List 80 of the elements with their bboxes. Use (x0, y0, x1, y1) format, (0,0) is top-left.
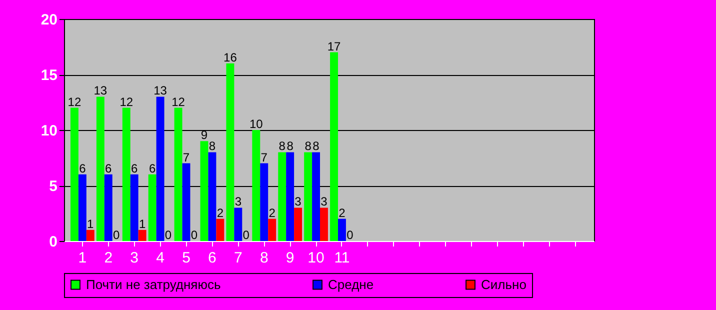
bar (200, 141, 208, 241)
legend-label: Почти не затрудняюсь (86, 276, 221, 292)
data-label: 0 (346, 228, 354, 242)
data-label: 12 (68, 94, 82, 109)
data-label: 12 (120, 94, 134, 109)
data-label: 8 (312, 139, 320, 154)
x-tick-label: 7 (234, 250, 242, 266)
bar (268, 218, 276, 241)
bar (286, 152, 294, 241)
data-label: 6 (79, 161, 86, 176)
bar (86, 230, 94, 241)
y-tick-label: 0 (49, 234, 58, 250)
x-tick-label: 6 (208, 250, 216, 266)
data-label: 12 (172, 94, 186, 109)
data-label: 13 (154, 84, 168, 98)
data-label: 3 (234, 194, 242, 209)
data-label: 8 (208, 139, 216, 154)
bar (320, 208, 328, 241)
y-tick-label: 20 (40, 12, 58, 28)
data-label: 6 (148, 161, 156, 176)
data-label: 8 (286, 139, 294, 154)
data-label: 13 (94, 84, 108, 98)
data-label: 0 (113, 228, 120, 242)
data-label: 6 (105, 161, 112, 176)
bar (78, 174, 86, 241)
data-label: 16 (224, 50, 238, 64)
x-tick-label: 5 (182, 250, 190, 266)
data-label: 1 (138, 216, 146, 231)
x-tick-label: 1 (78, 250, 87, 266)
data-label: 17 (327, 39, 342, 54)
data-label: 3 (294, 194, 302, 209)
x-tick-label: 8 (260, 250, 268, 266)
bar (148, 174, 156, 241)
x-tick-label: 10 (308, 250, 324, 266)
x-tick-label: 4 (156, 250, 164, 266)
bar (304, 152, 312, 241)
data-label: 0 (164, 228, 172, 242)
bar (278, 152, 286, 241)
data-label: 7 (260, 150, 268, 164)
y-tick-label: 15 (40, 67, 58, 84)
data-label: 2 (216, 206, 224, 220)
bar (96, 96, 104, 241)
data-label: 2 (268, 206, 276, 220)
data-label: 3 (320, 194, 328, 209)
x-tick-label: 2 (104, 250, 113, 266)
bar (260, 163, 268, 241)
bar (252, 130, 260, 241)
data-label: 7 (182, 150, 190, 164)
data-label: 10 (249, 117, 264, 131)
legend-label: Сильно (481, 276, 526, 292)
y-tick-label: 10 (40, 122, 58, 140)
bar (182, 163, 190, 241)
bar (174, 108, 182, 241)
x-tick-label: 9 (286, 250, 294, 266)
bar (294, 208, 302, 241)
bar (122, 108, 130, 241)
bar (234, 208, 242, 241)
bar (130, 174, 138, 241)
data-label: 2 (338, 206, 346, 220)
x-tick-label: 3 (130, 250, 139, 266)
data-label: 0 (190, 228, 198, 242)
data-label: 6 (130, 161, 138, 176)
bar (70, 108, 78, 241)
bar (330, 52, 338, 241)
bar (138, 230, 146, 241)
bar (156, 96, 164, 241)
data-label: 8 (304, 139, 312, 154)
data-label: 1 (87, 216, 94, 231)
y-tick-label: 5 (49, 178, 58, 195)
bar (208, 152, 216, 241)
bar (312, 152, 320, 241)
data-label: 9 (200, 128, 208, 142)
bar (216, 218, 224, 241)
legend-label: Средне (328, 276, 374, 292)
bar (104, 174, 112, 241)
data-label: 8 (278, 139, 286, 154)
x-tick-label: 11 (334, 250, 350, 266)
data-label: 0 (242, 228, 250, 242)
bar (338, 218, 346, 241)
bar (226, 63, 234, 241)
